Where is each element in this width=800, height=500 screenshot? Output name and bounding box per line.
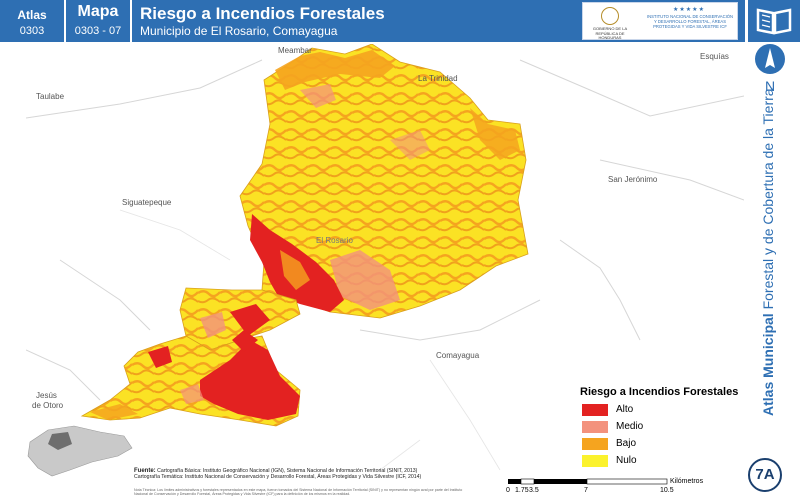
place-taulabe: Taulabe — [36, 92, 65, 101]
place-san-jeronimo: San Jerónimo — [608, 175, 658, 184]
map-canvas[interactable]: Meambar La Trinidad Esquías Taulabe Sigu… — [25, 43, 745, 478]
mapa-label: Mapa — [77, 3, 119, 20]
map-subtitle: Municipio de El Rosario, Comayagua — [140, 24, 338, 38]
legend-swatch — [582, 404, 608, 416]
legend-label: Bajo — [616, 438, 637, 449]
place-meambar: Meambar — [278, 46, 312, 55]
place-de-otoro: de Otoro — [32, 401, 64, 410]
mapa-code: 0303 - 07 — [74, 25, 122, 37]
institute-label: INSTITUTO NACIONAL DE CONSERVACIÓN Y DES… — [646, 14, 734, 29]
sources-block: Fuente: Cartografía Básica: Instituto Ge… — [134, 468, 464, 481]
technical-note: Nota Técnica: Los límites administrativo… — [134, 488, 463, 497]
legend-item-medio: Medio — [580, 419, 750, 436]
ridge-north — [275, 50, 395, 90]
mapa-cell: Mapa 0303 - 07 — [66, 0, 132, 42]
sources-line-1: Cartografía Básica: Instituto Geográfico… — [157, 468, 418, 474]
place-la-trinidad: La Trinidad — [418, 74, 458, 83]
legend-swatch — [582, 421, 608, 433]
place-siguatepeque: Siguatepeque — [122, 198, 172, 207]
scale-tick: 10.5 — [660, 487, 674, 494]
map-title: Riesgo a Incendios Forestales — [140, 4, 385, 23]
roads — [119, 209, 501, 471]
place-el-rosario: El Rosario — [316, 236, 353, 245]
title-cell: Riesgo a Incendios Forestales Municipio … — [132, 0, 572, 42]
scale-tick: 0 — [506, 487, 510, 494]
legend-label: Nulo — [616, 455, 637, 466]
atlas-cell: Atlas 0303 — [0, 0, 66, 42]
atlas-code: 0303 — [19, 25, 45, 37]
sources-label: Fuente: — [134, 468, 156, 474]
locator-inset — [27, 425, 133, 477]
legend-label: Medio — [616, 421, 644, 432]
institutional-logos: GOBIERNO DE LA REPÚBLICA DE HONDURAS ★★★… — [582, 2, 738, 40]
institute-stars: ★★★★★ — [673, 7, 705, 13]
vertical-title-bold: Atlas Municipal — [760, 313, 776, 416]
government-label: GOBIERNO DE LA REPÚBLICA DE HONDURAS — [592, 26, 628, 40]
honduras-seal-icon — [601, 7, 619, 25]
vertical-title-rest: Forestal y de Cobertura de la Tierra — [760, 88, 776, 314]
atlas-book-logo — [748, 0, 800, 42]
atlas-vertical-title: Atlas Municipal Forestal y de Cobertura … — [760, 88, 776, 416]
scale-units: Kilómetros — [670, 478, 704, 485]
sources-line-2: Cartografía Temática: Instituto Nacional… — [134, 474, 422, 481]
legend-item-nulo: Nulo — [580, 453, 750, 470]
legend: Riesgo a Incendios Forestales Alto Medio… — [580, 386, 750, 470]
north-label: N — [764, 78, 776, 94]
open-book-icon — [756, 8, 792, 35]
legend-swatch — [582, 455, 608, 467]
legend-item-alto: Alto — [580, 402, 750, 419]
scale-bar — [508, 478, 668, 485]
map-badge: 7A — [748, 458, 782, 492]
atlas-label: Atlas — [17, 8, 47, 22]
north-arrow-icon — [755, 44, 785, 74]
scale-tick: 7 — [584, 487, 588, 494]
scale-tick: 1.75 — [515, 487, 529, 494]
place-comayagua: Comayagua — [436, 351, 480, 360]
legend-label: Alto — [616, 404, 634, 415]
legend-swatch — [582, 438, 608, 450]
place-esquias: Esquías — [700, 52, 729, 61]
scale-tick: 3.5 — [529, 487, 539, 494]
place-jesus: Jesús — [36, 391, 57, 400]
admin-boundaries — [25, 59, 745, 401]
legend-item-bajo: Bajo — [580, 436, 750, 453]
legend-title: Riesgo a Incendios Forestales — [580, 386, 739, 398]
high-risk-south — [200, 340, 300, 420]
map-svg — [25, 43, 745, 477]
